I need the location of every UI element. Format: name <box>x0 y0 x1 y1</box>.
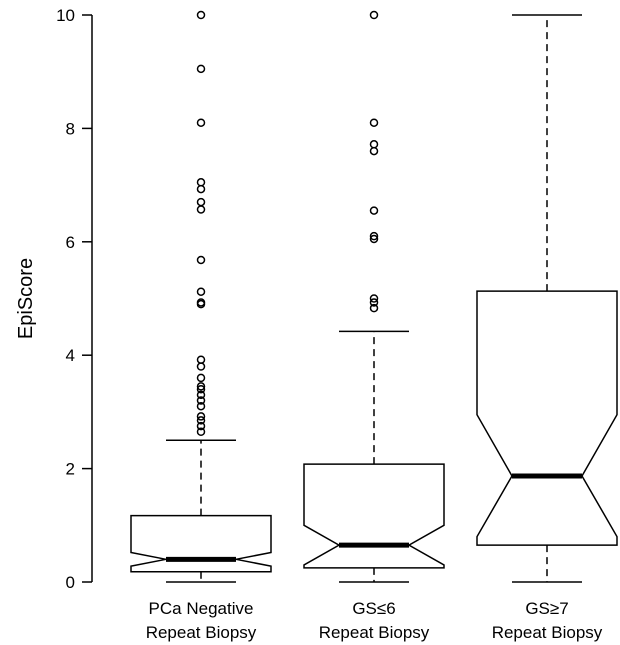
outlier-point <box>196 427 206 436</box>
x-category-label: GS≥7 <box>525 599 568 618</box>
outlier-point <box>196 255 206 265</box>
box-group <box>130 10 272 583</box>
box <box>303 463 445 569</box>
outlier-point <box>369 118 379 127</box>
y-tick-label: 4 <box>66 346 75 365</box>
outlier-point <box>196 205 206 214</box>
outlier-point <box>196 412 206 421</box>
outlier-point <box>369 294 379 303</box>
y-tick-label: 0 <box>66 573 75 592</box>
y-tick-label: 8 <box>66 119 75 138</box>
outlier-point <box>196 396 206 405</box>
outlier-point <box>369 234 379 244</box>
boxes <box>130 10 618 583</box>
outlier-point <box>369 10 379 20</box>
box <box>476 290 618 546</box>
outlier-point <box>369 146 379 156</box>
outlier-point <box>196 184 206 194</box>
outlier-point <box>369 140 379 149</box>
outlier-point <box>196 355 206 364</box>
outlier-point <box>196 298 206 307</box>
y-tick-label: 2 <box>66 460 75 479</box>
x-category-label: Repeat Biopsy <box>319 623 430 642</box>
outlier-point <box>196 10 206 20</box>
box-group <box>476 14 618 583</box>
outlier-point <box>369 231 379 241</box>
outlier-point <box>196 373 206 383</box>
outlier-point <box>196 401 206 411</box>
outlier-point <box>196 64 206 74</box>
outlier-point <box>196 197 206 207</box>
outlier-point <box>196 384 206 394</box>
box-group <box>303 10 445 583</box>
outlier-point <box>196 362 206 371</box>
outlier-point <box>369 298 379 307</box>
outlier-point <box>369 303 379 313</box>
outlier-point <box>196 118 206 127</box>
x-category-label: Repeat Biopsy <box>146 623 257 642</box>
y-axis: 0 2 4 6 8 10 <box>56 6 93 592</box>
y-axis-label: EpiScore <box>15 258 37 339</box>
x-axis: PCa Negative Repeat Biopsy GS≤6 Repeat Biop… <box>146 599 603 642</box>
outlier-point <box>196 287 206 296</box>
x-category-label: PCa Negative <box>149 599 254 618</box>
box <box>130 514 272 573</box>
outlier-point <box>196 416 206 425</box>
y-tick-label: 10 <box>56 6 75 25</box>
outlier-point <box>196 390 206 400</box>
outlier-point <box>196 382 206 391</box>
outlier-point <box>196 178 206 187</box>
x-category-label: Repeat Biopsy <box>492 623 603 642</box>
outlier-point <box>196 421 206 431</box>
outlier-point <box>369 206 379 215</box>
y-tick-label: 6 <box>66 233 75 252</box>
x-category-label: GS≤6 <box>352 599 395 618</box>
